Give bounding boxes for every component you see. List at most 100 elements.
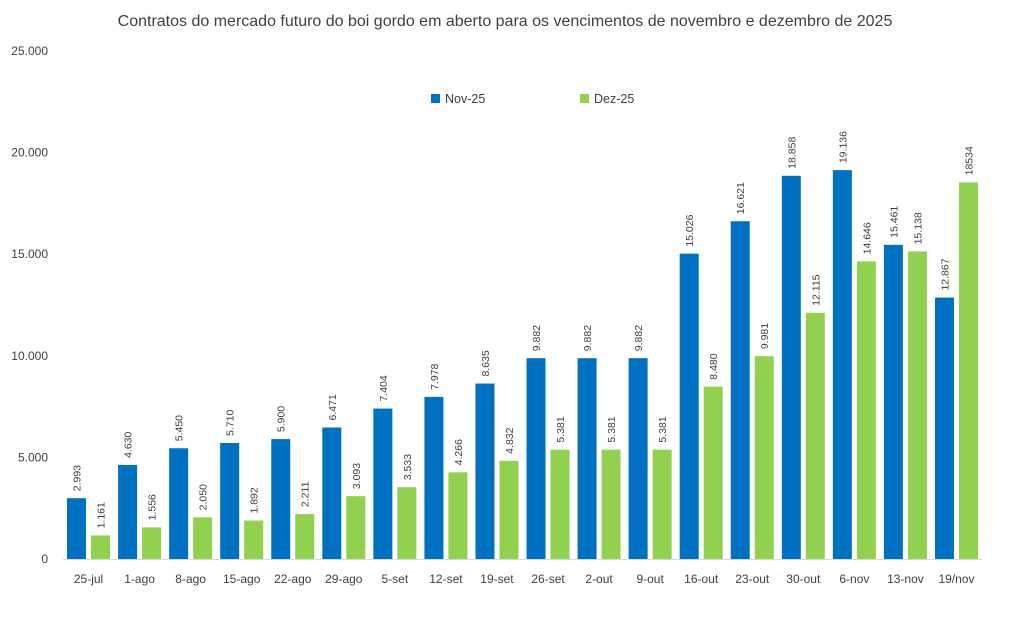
legend-swatch (431, 94, 440, 103)
x-tick-label: 12-set (429, 572, 463, 586)
x-tick-label: 23-out (735, 572, 770, 586)
bar-dez-25 (958, 182, 978, 560)
bar-nov-25 (832, 170, 852, 559)
bar-dez-25 (91, 535, 111, 559)
data-label: 15.138 (912, 212, 924, 244)
data-label: 6.471 (327, 394, 339, 420)
data-label: 3.093 (351, 463, 363, 489)
bar-nov-25 (730, 221, 750, 559)
bar-nov-25 (424, 396, 444, 559)
bars: 2.993 1.161 4.630 1.556 5.450 2.050 5.710 1.892… (67, 131, 978, 560)
data-label: 2.050 (198, 484, 210, 510)
data-label: 1.892 (249, 487, 261, 513)
data-label: 9.882 (531, 325, 543, 351)
bar-nov-25 (679, 253, 699, 559)
x-tick-label: 8-ago (175, 572, 206, 586)
y-tick-label: 5.000 (18, 450, 48, 464)
data-label: 3.533 (402, 454, 414, 480)
data-label: 5.710 (225, 410, 237, 436)
data-label: 2.211 (300, 481, 312, 507)
data-label: 5.381 (555, 416, 567, 442)
bar-dez-25 (805, 312, 825, 559)
legend-label: Dez-25 (594, 92, 634, 106)
data-label: 5.450 (174, 415, 186, 441)
bar-nov-25 (67, 498, 87, 559)
x-tick-label: 16-out (684, 572, 719, 586)
x-tick-label: 15-ago (223, 572, 261, 586)
data-label: 4.630 (123, 431, 135, 457)
bar-nov-25 (883, 244, 903, 560)
data-label: 18.858 (786, 137, 798, 169)
y-tick-label: 0 (41, 552, 48, 566)
data-label: 15.026 (684, 214, 696, 246)
x-tick-label: 30-out (786, 572, 821, 586)
data-label: 18534 (963, 146, 975, 175)
bar-dez-25 (448, 472, 468, 559)
x-tick-label: 26-set (531, 572, 565, 586)
data-label: 14.646 (861, 222, 873, 254)
bar-nov-25 (934, 297, 954, 559)
bar-nov-25 (220, 442, 240, 559)
bar-dez-25 (397, 487, 417, 559)
legend-swatch (580, 94, 589, 103)
bar-dez-25 (346, 496, 366, 559)
bar-dez-25 (295, 514, 315, 559)
data-label: 5.900 (276, 406, 288, 432)
x-tick-label: 29-ago (325, 572, 363, 586)
bar-dez-25 (499, 460, 519, 559)
data-label: 7.404 (378, 375, 390, 401)
bar-dez-25 (142, 527, 162, 559)
bar-dez-25 (703, 386, 723, 559)
bar-nov-25 (577, 358, 597, 559)
bar-dez-25 (856, 261, 876, 559)
bar-dez-25 (754, 356, 774, 559)
bar-nov-25 (322, 427, 342, 559)
data-label: 2.993 (72, 465, 84, 491)
bar-nov-25 (373, 408, 393, 559)
x-tick-label: 5-set (382, 572, 409, 586)
bar-nov-25 (118, 464, 138, 559)
data-label: 19.136 (837, 131, 849, 163)
data-label: 8.480 (708, 353, 720, 379)
data-label: 12.867 (939, 258, 951, 290)
data-label: 8.635 (480, 350, 492, 376)
bar-dez-25 (907, 251, 927, 559)
bar-dez-25 (193, 517, 213, 559)
data-label: 7.978 (429, 363, 441, 389)
bar-nov-25 (169, 448, 189, 559)
x-tick-label: 6-nov (839, 572, 869, 586)
data-label: 4.832 (504, 427, 516, 453)
data-label: 9.882 (582, 325, 594, 351)
x-tick-label: 19/nov (938, 572, 974, 586)
x-axis: 25-jul 1-ago 8-ago 15-ago 22-ago 29-ago 5-set 1… (63, 559, 982, 586)
bar-nov-25 (628, 358, 648, 559)
y-axis: 0 5.000 10.000 15.000 20.000 25.000 (11, 44, 48, 566)
bar-dez-25 (652, 449, 672, 559)
bar-dez-25 (244, 520, 264, 559)
data-label: 12.115 (810, 274, 822, 305)
data-label: 5.381 (606, 416, 618, 442)
bar-nov-25 (475, 383, 495, 559)
data-label: 5.381 (657, 416, 669, 442)
x-tick-label: 9-out (636, 572, 664, 586)
y-tick-label: 20.000 (11, 146, 48, 160)
x-tick-label: 22-ago (274, 572, 312, 586)
legend: Nov-25 Dez-25 (431, 92, 634, 106)
bar-nov-25 (271, 439, 291, 559)
data-label: 15.461 (888, 206, 900, 238)
legend-label: Nov-25 (445, 92, 485, 106)
bar-nov-25 (781, 175, 801, 560)
x-tick-label: 2-out (585, 572, 613, 586)
bar-dez-25 (550, 449, 570, 559)
data-label: 1.556 (147, 494, 159, 520)
y-tick-label: 15.000 (11, 247, 48, 261)
data-label: 9.882 (633, 325, 645, 351)
chart-title: Contratos do mercado futuro do boi gordo… (118, 13, 893, 30)
data-label: 9.981 (759, 323, 771, 349)
bar-dez-25 (601, 449, 621, 559)
data-label: 1.161 (96, 502, 108, 528)
x-tick-label: 13-nov (887, 572, 924, 586)
x-tick-label: 25-jul (74, 572, 103, 586)
